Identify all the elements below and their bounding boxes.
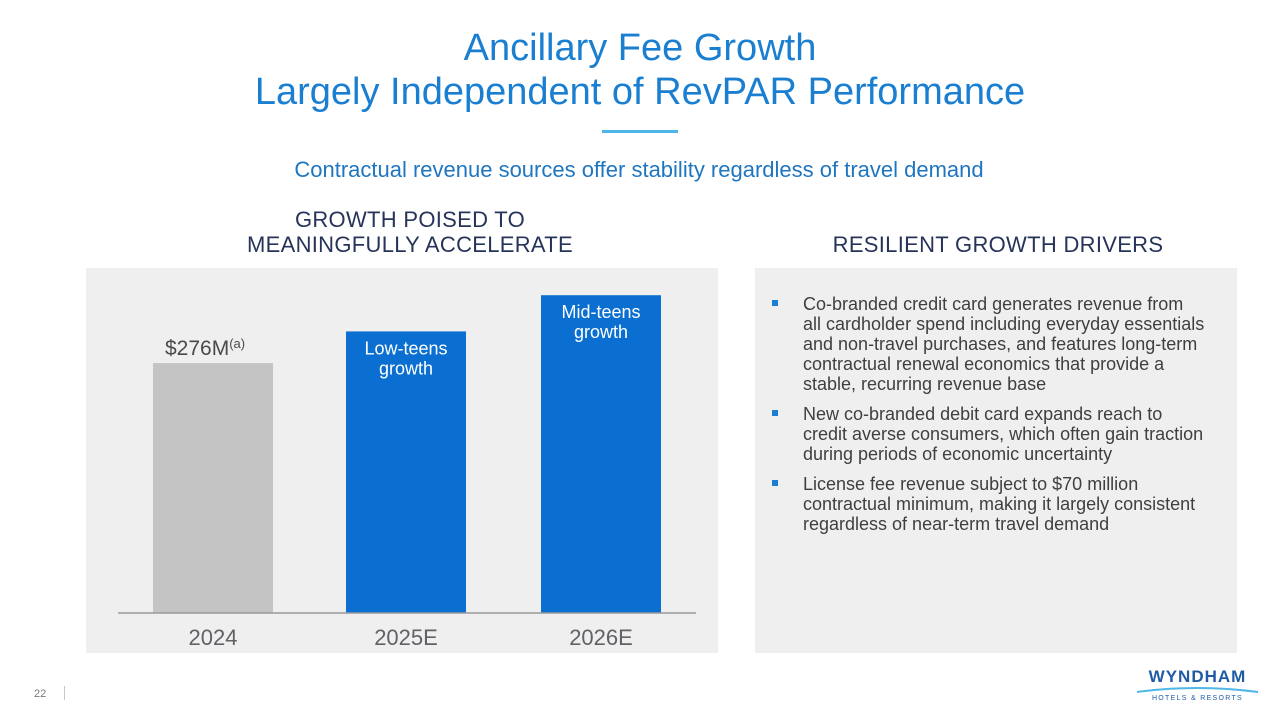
logo-tagline: HOTELS & RESORTS — [1151, 695, 1244, 702]
title-line-2: Largely Independent of RevPAR Performanc… — [254, 71, 1026, 113]
chart-panel: $276M(a) 2024 Low-teens growth 2025E Mid-teen… — [86, 268, 718, 653]
growth-heading-line-2: MEANINGFULLY ACCELERATE — [247, 232, 573, 257]
driver-text: Co-branded credit card generates revenue… — [803, 294, 1205, 394]
bar-value-label: $276M(a) — [165, 336, 245, 360]
bar-2024 — [153, 363, 273, 613]
bar-growth-label: Mid-teens — [561, 302, 640, 322]
square-bullet-icon — [772, 480, 778, 486]
driver-item: New co-branded debit card expands reach … — [755, 404, 1205, 464]
bar-growth-label: growth — [379, 358, 433, 378]
bar-2026E — [541, 295, 661, 613]
page-title: Ancillary Fee Growth Largely Independent… — [0, 26, 1280, 114]
driver-text: License fee revenue subject to $70 milli… — [803, 474, 1196, 534]
driver-item: Co-branded credit card generates revenue… — [755, 294, 1205, 394]
driver-text: New co-branded debit card expands reach … — [803, 404, 1204, 464]
x-tick-label: 2025E — [374, 625, 438, 650]
x-tick-label: 2026E — [569, 625, 633, 650]
wyndham-logo: WYNDHAM HOTELS & RESORTS — [1135, 668, 1260, 704]
title-divider — [602, 130, 678, 133]
x-tick-label: 2024 — [189, 625, 238, 650]
square-bullet-icon — [772, 300, 778, 306]
logo-swoosh-icon — [1136, 687, 1259, 693]
footnote-marker: (a) — [229, 336, 245, 351]
bar-2025E — [346, 331, 466, 613]
drivers-panel: Co-branded credit card generates revenue… — [755, 268, 1237, 653]
page-number: 22 — [34, 688, 47, 700]
logo-wordmark: WYNDHAM — [1148, 667, 1247, 686]
title-line-1: Ancillary Fee Growth — [463, 27, 817, 69]
footer-divider — [64, 686, 65, 700]
bar-growth-label: growth — [574, 322, 628, 342]
square-bullet-icon — [772, 410, 778, 416]
bar-growth-label: Low-teens — [364, 338, 447, 358]
driver-item: License fee revenue subject to $70 milli… — [755, 474, 1205, 534]
page-subtitle: Contractual revenue sources offer stabil… — [294, 157, 984, 182]
growth-bar-chart: $276M(a)2024Low-teensgrowth2025EMid-teen… — [118, 295, 696, 650]
drivers-list: Co-branded credit card generates revenue… — [755, 294, 1205, 544]
drivers-heading: RESILIENT GROWTH DRIVERS — [832, 232, 1164, 257]
growth-heading-line-1: GROWTH POISED TO — [294, 207, 526, 232]
growth-heading: GROWTH POISED TO MEANINGFULLY ACCELERATE — [160, 207, 660, 257]
